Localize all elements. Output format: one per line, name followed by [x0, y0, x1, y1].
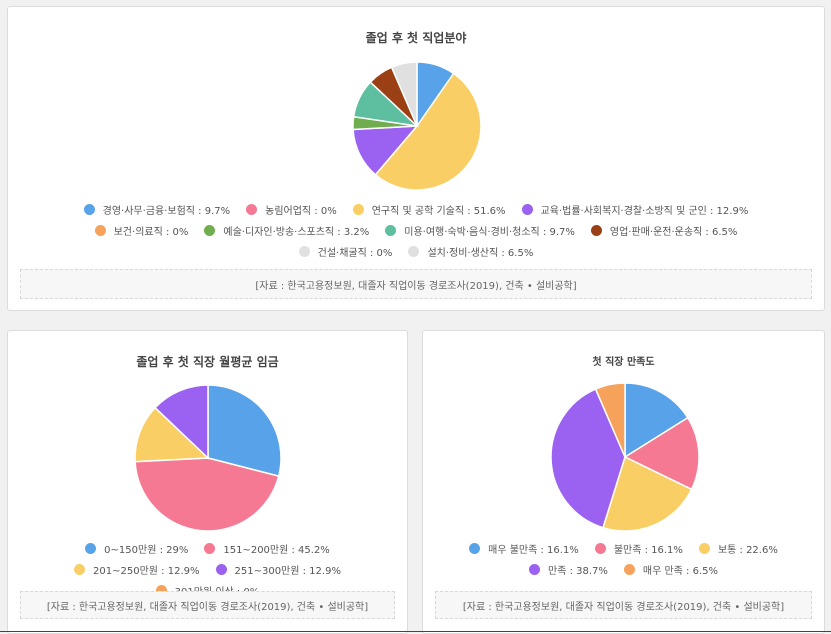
legend-swatch: [590, 225, 602, 236]
pie-slice[interactable]: [623, 416, 700, 491]
legend-swatch: [246, 204, 258, 215]
legend-swatch: [298, 246, 310, 257]
legend-label: 0~150만원 : 29%: [104, 545, 189, 556]
legend-swatch: [204, 543, 216, 554]
chart-legend: 경영·사무·금융·보험직 : 9.7% 농림어업직 : 0% 연구직 및 공학 기술…: [16, 199, 816, 262]
chart-card-job-field: 졸업 후 첫 직업분야 경영·사무·금융·보험직 : 9.7% 농림어업직 : 0…: [7, 6, 825, 311]
chart-card-salary: 졸업 후 첫 직장 월평균 임금 0~150만원 : 29% 151~200만원 …: [7, 330, 408, 634]
chart-title: 졸업 후 첫 직업분야: [365, 31, 467, 45]
legend-item[interactable]: 만족 : 38.7%: [528, 562, 608, 577]
pie-chart-job-field: [352, 61, 482, 191]
chart-source: [자료 : 한국고용정보원, 대졸자 직업이동 경로조사(2019), 건축 •…: [435, 591, 812, 619]
legend-swatch: [408, 246, 420, 257]
legend-swatch: [204, 225, 216, 236]
legend-item[interactable]: 설치·정비·생산직 : 6.5%: [408, 244, 533, 259]
legend-item[interactable]: 보건·의료직 : 0%: [94, 223, 189, 238]
legend-swatch: [74, 564, 86, 575]
legend-swatch: [85, 543, 97, 554]
legend-label: 보통 : 22.6%: [717, 545, 778, 556]
legend-swatch: [528, 564, 540, 575]
legend-item[interactable]: 151~200만원 : 45.2%: [204, 541, 330, 556]
legend-swatch: [155, 585, 167, 596]
pie-slice[interactable]: [602, 455, 693, 532]
legend-label: 201~250만원 : 12.9%: [93, 566, 200, 577]
chart-title: 첫 직장 만족도: [592, 357, 655, 368]
chart-source: [자료 : 한국고용정보원, 대졸자 직업이동 경로조사(2019), 건축 •…: [20, 591, 395, 619]
bottom-divider: [0, 631, 831, 632]
legend-label: 예술·디자인·방송·스포츠직 : 3.2%: [223, 227, 370, 238]
legend-item[interactable]: 예술·디자인·방송·스포츠직 : 3.2%: [204, 223, 369, 238]
legend-item[interactable]: 0~150만원 : 29%: [85, 541, 188, 556]
legend-swatch: [521, 204, 533, 215]
legend-item[interactable]: 불만족 : 16.1%: [594, 541, 683, 556]
legend-swatch: [469, 543, 481, 554]
pie-slice[interactable]: [207, 384, 282, 478]
legend-swatch: [698, 543, 710, 554]
chart-source: [자료 : 한국고용정보원, 대졸자 직업이동 경로조사(2019), 건축 •…: [20, 269, 812, 299]
legend-item[interactable]: 매우 불만족 : 16.1%: [469, 541, 579, 556]
legend-swatch: [352, 204, 364, 215]
chart-title: 졸업 후 첫 직장 월평균 임금: [136, 355, 279, 369]
legend-item[interactable]: 251~300만원 : 12.9%: [215, 562, 341, 577]
legend-label: 보건·의료직 : 0%: [113, 227, 189, 238]
legend-label: 251~300만원 : 12.9%: [234, 566, 341, 577]
legend-label: 151~200만원 : 45.2%: [223, 545, 330, 556]
legend-label: 미용·여행·숙박·음식·경비·청소직 : 9.7%: [404, 227, 575, 238]
legend-item[interactable]: 경영·사무·금융·보험직 : 9.7%: [83, 202, 231, 217]
legend-swatch: [215, 564, 227, 575]
pie-slice[interactable]: [154, 384, 209, 460]
legend-label: 영업·판매·운전·운송직 : 6.5%: [609, 227, 738, 238]
legend-label: 만족 : 38.7%: [547, 566, 608, 577]
pie-slice[interactable]: [134, 406, 210, 463]
legend-swatch: [385, 225, 397, 236]
pie-slice[interactable]: [550, 388, 626, 529]
legend-item[interactable]: 201~250만원 : 12.9%: [74, 562, 200, 577]
legend-item[interactable]: 건설·채굴직 : 0%: [298, 244, 393, 259]
pie-chart-salary: [134, 384, 282, 532]
legend-item[interactable]: 미용·여행·숙박·음식·경비·청소직 : 9.7%: [385, 223, 575, 238]
legend-label: 건설·채굴직 : 0%: [317, 248, 393, 259]
legend-item[interactable]: 영업·판매·운전·운송직 : 6.5%: [590, 223, 738, 238]
chart-card-satisfaction: 첫 직장 만족도 매우 불만족 : 16.1% 불만족 : 16.1% 보통 : 2…: [422, 330, 825, 634]
legend-item[interactable]: 매우 만족 : 6.5%: [623, 562, 719, 577]
legend-item[interactable]: 연구직 및 공학 기술직 : 51.6%: [352, 202, 506, 217]
pie-slice[interactable]: [374, 72, 482, 191]
legend-item[interactable]: 보통 : 22.6%: [698, 541, 778, 556]
legend-swatch: [94, 225, 106, 236]
pie-slice[interactable]: [624, 382, 689, 459]
pie-chart-satisfaction: [550, 382, 700, 532]
legend-item[interactable]: 농림어업직 : 0%: [246, 202, 337, 217]
legend-label: 교육·법률·사회복지·경찰·소방직 및 군인 : 12.9%: [540, 206, 749, 217]
legend-swatch: [594, 543, 606, 554]
legend-label: 불만족 : 16.1%: [613, 545, 683, 556]
legend-item[interactable]: 교육·법률·사회복지·경찰·소방직 및 군인 : 12.9%: [521, 202, 749, 217]
chart-legend: 매우 불만족 : 16.1% 불만족 : 16.1% 보통 : 22.6% 만족 : …: [431, 538, 816, 580]
legend-label: 연구직 및 공학 기술직 : 51.6%: [371, 206, 506, 217]
legend-label: 경영·사무·금융·보험직 : 9.7%: [102, 206, 231, 217]
legend-label: 농림어업직 : 0%: [265, 206, 337, 217]
legend-label: 설치·정비·생산직 : 6.5%: [427, 248, 534, 259]
legend-swatch: [83, 204, 95, 215]
pie-slice[interactable]: [390, 61, 418, 127]
pie-slice[interactable]: [134, 457, 280, 532]
legend-label: 매우 만족 : 6.5%: [642, 566, 719, 577]
legend-label: 매우 불만족 : 16.1%: [488, 545, 579, 556]
legend-swatch: [623, 564, 635, 575]
pie-slice[interactable]: [594, 382, 626, 458]
